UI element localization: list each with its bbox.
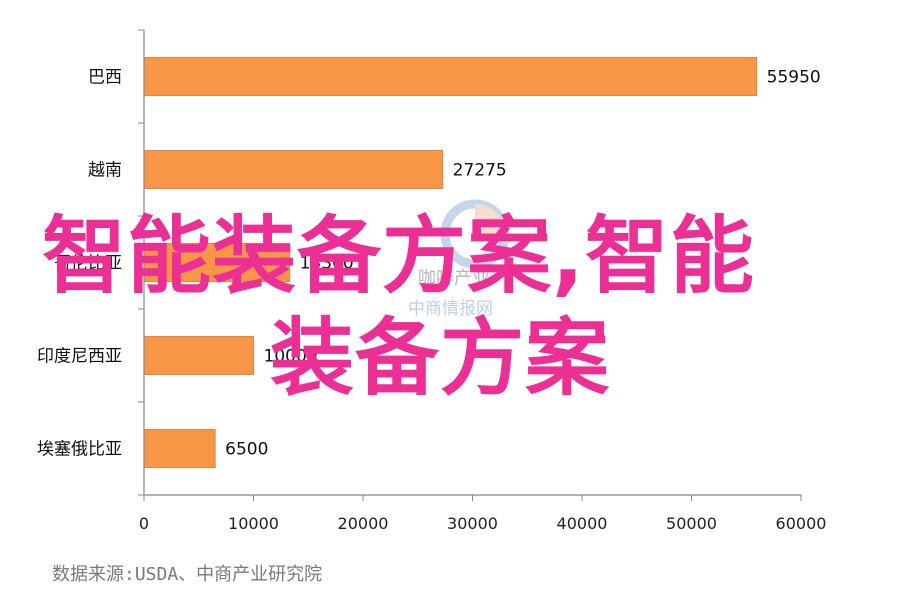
watermark-wedge: [475, 204, 505, 234]
value-label-4: 6500: [225, 440, 268, 460]
watermark-text-2: 中商情报网: [408, 299, 493, 319]
value-label-1: 27275: [453, 161, 507, 181]
category-label-1: 越南: [88, 161, 122, 181]
x-tick-label-5: 50000: [666, 514, 717, 533]
category-label-4: 埃塞俄比亚: [37, 440, 122, 460]
overlay-title-line-2: 装备方案: [270, 309, 611, 407]
x-tick-label-2: 20000: [338, 514, 389, 533]
category-label-2: 哥伦比亚: [54, 254, 122, 274]
x-tick-label-1: 10000: [228, 514, 279, 533]
x-tick-label-6: 60000: [776, 514, 827, 533]
bar-1: [143, 150, 444, 189]
bars-group: [143, 57, 758, 468]
watermark-logo: 咖啡产业 中商情报网: [408, 199, 510, 319]
category-label-0: 巴西: [88, 68, 122, 88]
value-label-0: 55950: [767, 68, 821, 88]
watermark-circle: [440, 199, 510, 269]
category-label-3: 印度尼西亚: [37, 347, 122, 367]
value-label-3: 10000: [264, 347, 318, 367]
overlay-title-line-1: 智能装备方案,智能: [42, 207, 755, 305]
bar-4: [143, 429, 216, 468]
x-axis-ticks: 0 10000 20000 30000 40000 50000 60000: [139, 495, 827, 533]
value-label-2: 13300: [300, 254, 354, 274]
source-note: 数据来源:USDA、中商产业研究院: [52, 564, 323, 585]
value-labels: 55950 27275 13300 10000 6500: [225, 68, 821, 460]
bar-2: [143, 243, 291, 282]
x-tick-label-0: 0: [139, 514, 149, 533]
x-tick-label-4: 40000: [557, 514, 608, 533]
bar-3: [143, 336, 254, 375]
watermark-text-1: 咖啡产业: [418, 268, 490, 289]
x-tick-label-3: 30000: [447, 514, 498, 533]
bar-0: [143, 57, 758, 96]
